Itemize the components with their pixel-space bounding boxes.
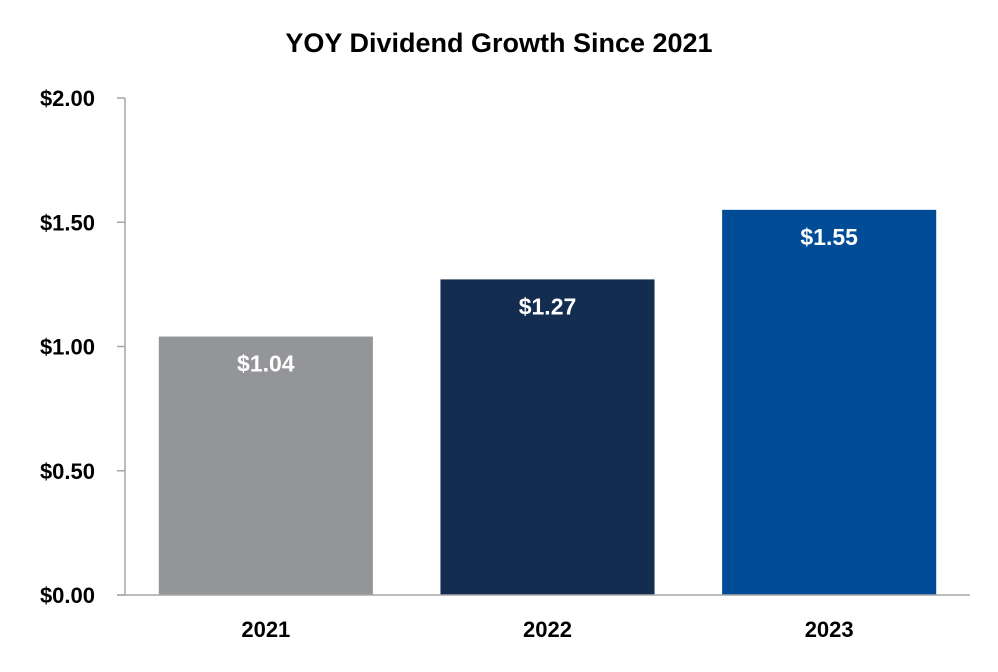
chart-title: YOY Dividend Growth Since 2021 — [285, 28, 712, 58]
bars — [158, 209, 937, 595]
data-label-2023: $1.55 — [800, 224, 858, 250]
x-tick-label-2023: 2023 — [805, 617, 854, 642]
y-tick-label: $2.00 — [40, 86, 95, 111]
x-tick-label-2022: 2022 — [523, 617, 572, 642]
bar-2023 — [722, 209, 937, 595]
y-axis-ticks: $0.00 $0.50 $1.00 $1.50 $2.00 — [40, 86, 125, 608]
y-tick-label: $0.50 — [40, 459, 95, 484]
y-tick-label: $0.00 — [40, 583, 95, 608]
y-tick-label: $1.00 — [40, 335, 95, 360]
data-label-2022: $1.27 — [519, 293, 577, 319]
x-tick-label-2021: 2021 — [241, 617, 290, 642]
data-labels: $1.04 $1.27 $1.55 — [237, 224, 858, 377]
x-axis-labels: 2021 2022 2023 — [241, 617, 853, 642]
bar-2022 — [440, 279, 655, 595]
data-label-2021: $1.04 — [237, 351, 295, 377]
bar-2021 — [158, 336, 373, 595]
y-tick-label: $1.50 — [40, 210, 95, 235]
